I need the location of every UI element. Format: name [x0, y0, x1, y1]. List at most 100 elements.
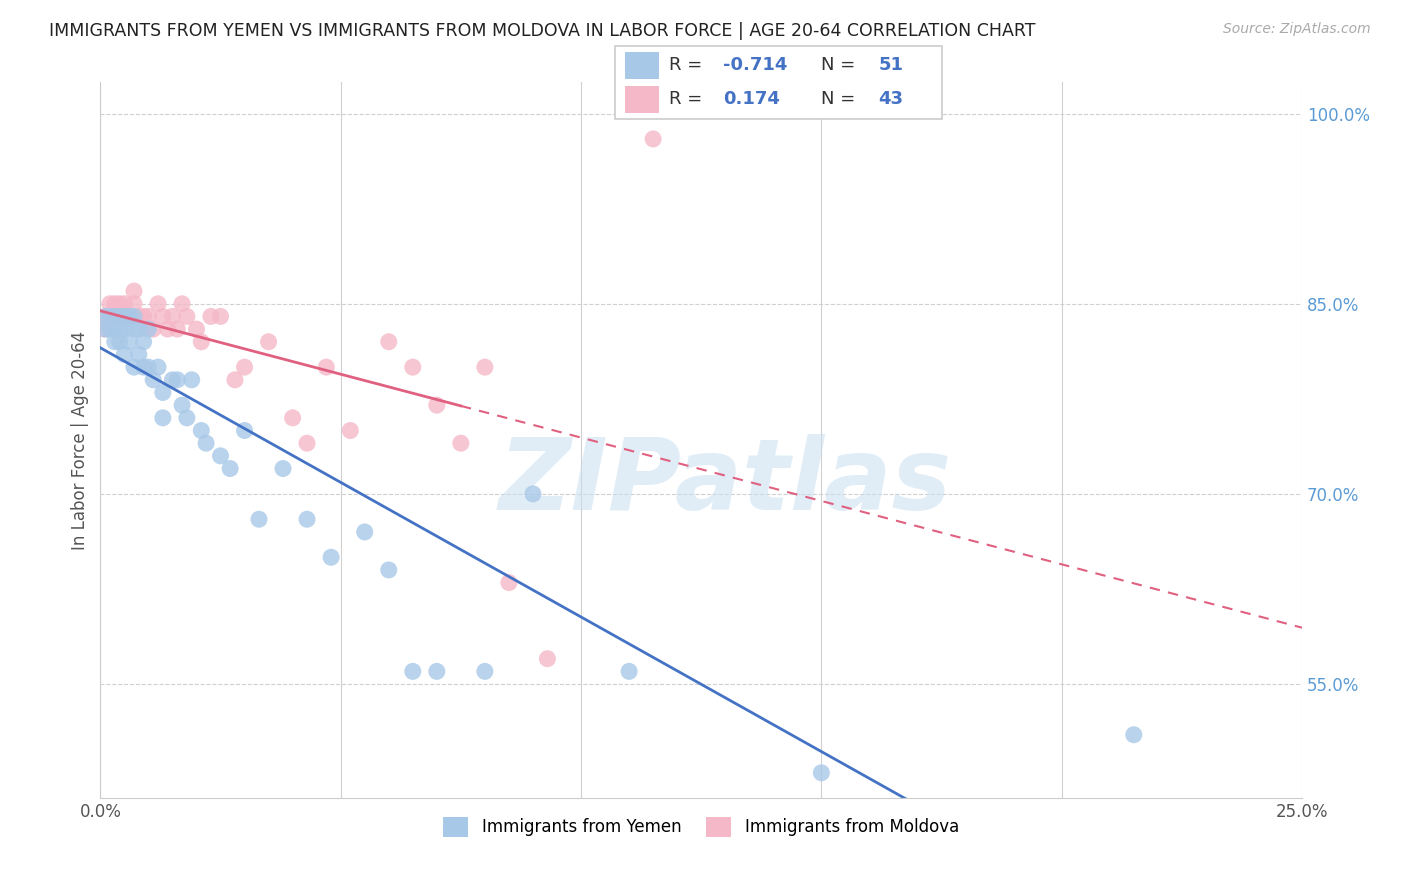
Point [132, 360, 155, 375]
Point [377, 563, 399, 577]
Point [162, 310, 184, 324]
Text: ZIPatlas: ZIPatlas [499, 434, 952, 532]
Point [190, 424, 212, 438]
Point [474, 360, 496, 375]
Point [118, 310, 141, 324]
Point [156, 322, 179, 336]
Point [426, 398, 449, 412]
Point [122, 310, 145, 324]
Point [122, 322, 145, 336]
Point [315, 360, 337, 375]
Point [108, 310, 131, 324]
Point [112, 347, 135, 361]
Point [142, 322, 165, 336]
Text: N =: N = [821, 90, 860, 108]
Point [1122, 728, 1144, 742]
Point [122, 297, 145, 311]
Point [319, 550, 342, 565]
Point [152, 310, 174, 324]
FancyBboxPatch shape [614, 46, 942, 119]
Point [209, 310, 232, 324]
Point [257, 334, 280, 349]
Point [180, 373, 202, 387]
Point [112, 297, 135, 311]
Point [617, 665, 640, 679]
Point [132, 310, 155, 324]
Point [402, 665, 425, 679]
Point [138, 310, 160, 324]
Point [190, 334, 212, 349]
Point [166, 373, 188, 387]
Point [152, 385, 174, 400]
Text: 51: 51 [879, 56, 903, 74]
Point [118, 334, 141, 349]
Point [108, 310, 131, 324]
Point [94, 322, 117, 336]
Point [271, 461, 294, 475]
Point [98, 310, 121, 324]
Point [498, 575, 520, 590]
Text: 0.174: 0.174 [723, 90, 780, 108]
Point [142, 373, 165, 387]
Point [94, 310, 117, 324]
Text: R =: R = [669, 56, 709, 74]
Point [94, 322, 117, 336]
Point [104, 310, 127, 324]
Point [450, 436, 472, 450]
Point [104, 297, 127, 311]
Point [122, 360, 145, 375]
Point [536, 651, 558, 665]
Point [162, 373, 184, 387]
Text: IMMIGRANTS FROM YEMEN VS IMMIGRANTS FROM MOLDOVA IN LABOR FORCE | AGE 20-64 CORR: IMMIGRANTS FROM YEMEN VS IMMIGRANTS FROM… [49, 22, 1036, 40]
Point [98, 297, 121, 311]
Point [522, 487, 544, 501]
Text: N =: N = [821, 56, 860, 74]
Point [152, 410, 174, 425]
Point [94, 310, 117, 324]
Point [295, 512, 318, 526]
Legend: Immigrants from Yemen, Immigrants from Moldova: Immigrants from Yemen, Immigrants from M… [437, 810, 966, 844]
Point [426, 665, 449, 679]
Point [474, 665, 496, 679]
Point [295, 436, 318, 450]
Text: R =: R = [669, 90, 714, 108]
Text: -0.714: -0.714 [723, 56, 787, 74]
Point [219, 461, 242, 475]
Point [281, 410, 304, 425]
Point [104, 310, 127, 324]
Point [118, 310, 141, 324]
Point [166, 322, 188, 336]
Point [377, 334, 399, 349]
Point [104, 334, 127, 349]
Point [176, 410, 198, 425]
Point [138, 360, 160, 375]
Point [810, 765, 832, 780]
Point [233, 424, 256, 438]
Point [353, 524, 375, 539]
Point [132, 334, 155, 349]
Point [224, 373, 246, 387]
Point [176, 310, 198, 324]
Point [200, 310, 222, 324]
Point [108, 322, 131, 336]
Text: 43: 43 [879, 90, 903, 108]
Point [195, 436, 218, 450]
Point [112, 310, 135, 324]
Point [128, 347, 150, 361]
Point [233, 360, 256, 375]
Point [402, 360, 425, 375]
Point [186, 322, 208, 336]
Point [170, 297, 193, 311]
Point [112, 310, 135, 324]
FancyBboxPatch shape [626, 87, 659, 112]
Point [138, 322, 160, 336]
Point [247, 512, 270, 526]
Point [108, 297, 131, 311]
Point [146, 297, 169, 311]
FancyBboxPatch shape [626, 52, 659, 78]
Point [122, 284, 145, 298]
Point [98, 310, 121, 324]
Point [98, 322, 121, 336]
Point [108, 334, 131, 349]
Y-axis label: In Labor Force | Age 20-64: In Labor Force | Age 20-64 [72, 330, 89, 549]
